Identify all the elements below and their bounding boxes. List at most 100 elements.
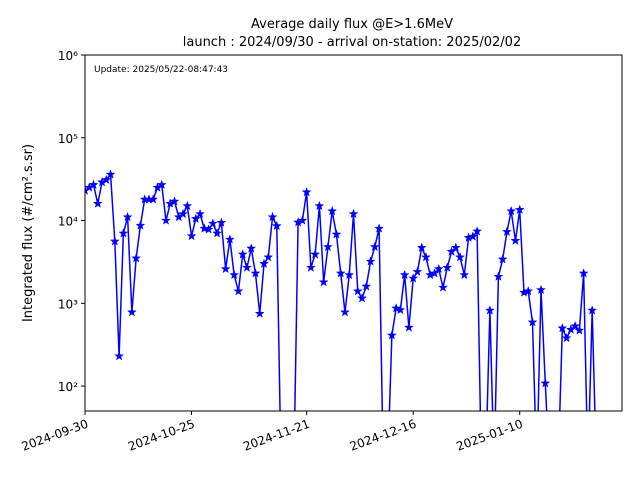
data-point — [416, 242, 427, 252]
y-tick-label: 10² — [58, 380, 78, 394]
data-point — [178, 208, 189, 219]
data-point — [391, 303, 402, 313]
x-tick-label: 2024-12-16 — [348, 417, 418, 454]
data-point — [212, 228, 223, 238]
data-point — [420, 252, 431, 262]
chart-title: Average daily flux @E>1.6MeV — [251, 17, 453, 32]
data-point — [190, 213, 201, 224]
plot-area — [85, 169, 598, 472]
y-axis-label: Integrated flux (#/cm².s.sr) — [21, 144, 36, 322]
y-tick-label: 10⁴ — [58, 215, 78, 229]
data-point — [195, 208, 206, 219]
data-point — [122, 211, 133, 222]
data-point — [220, 263, 231, 274]
data-point — [399, 269, 410, 280]
data-point — [297, 215, 308, 225]
data-point — [490, 464, 499, 472]
data-point — [467, 231, 478, 241]
data-point — [105, 169, 116, 179]
data-point — [229, 269, 240, 280]
data-point — [493, 271, 504, 281]
data-point — [263, 252, 274, 262]
data-point — [160, 215, 171, 225]
x-tick-label: 2024-09-30 — [20, 417, 90, 454]
data-point — [310, 249, 321, 259]
data-point — [318, 276, 329, 287]
data-point — [258, 258, 270, 269]
data-point — [339, 306, 350, 317]
chart-subtitle: launch : 2024/09/30 - arrival on-station… — [183, 35, 521, 50]
data-point — [203, 224, 214, 234]
data-point — [527, 317, 538, 327]
x-tick-label: 2024-11-21 — [241, 417, 311, 454]
data-point — [570, 320, 581, 331]
data-point — [545, 464, 554, 472]
data-point — [472, 226, 483, 236]
data-point — [365, 256, 376, 266]
data-point — [550, 464, 559, 472]
data-point — [314, 200, 325, 211]
data-point — [561, 332, 572, 343]
data-point — [131, 253, 142, 263]
data-point — [357, 293, 368, 303]
data-point — [241, 262, 252, 272]
data-point — [135, 220, 146, 230]
data-point — [114, 350, 125, 361]
data-point — [484, 305, 495, 315]
data-point — [477, 464, 486, 472]
data-point — [450, 242, 461, 252]
y-tick-label: 10³ — [58, 297, 78, 311]
data-point — [92, 198, 103, 208]
data-point — [554, 464, 563, 472]
data-point — [101, 174, 112, 185]
data-point — [246, 243, 257, 253]
data-point — [412, 266, 423, 277]
data-point — [207, 218, 218, 228]
data-point — [267, 211, 278, 222]
data-point — [237, 249, 248, 259]
data-point — [277, 464, 286, 472]
data-point — [584, 464, 593, 472]
data-point — [305, 262, 316, 272]
data-point — [327, 205, 338, 216]
data-point — [481, 464, 490, 472]
data-point — [335, 268, 346, 278]
data-point — [224, 234, 235, 244]
data-point — [578, 268, 589, 278]
data-point — [182, 200, 193, 211]
data-point — [281, 464, 290, 472]
data-point — [459, 269, 470, 280]
data-point — [254, 308, 265, 318]
data-point — [271, 220, 282, 231]
data-point — [374, 223, 385, 233]
y-tick-label: 10⁶ — [58, 49, 78, 63]
data-point — [506, 205, 517, 216]
data-point — [557, 322, 568, 333]
data-point — [109, 236, 120, 246]
data-point — [437, 282, 449, 292]
data-point — [501, 226, 512, 237]
data-point — [186, 230, 197, 241]
data-point — [574, 325, 585, 335]
data-point — [361, 281, 372, 291]
axes-frame — [84, 54, 623, 412]
data-point — [352, 285, 363, 296]
data-point — [322, 241, 333, 252]
data-point — [497, 254, 508, 264]
data-point — [386, 330, 397, 340]
data-point — [442, 262, 453, 272]
data-point — [169, 196, 180, 206]
x-tick-label: 2025-01-10 — [454, 417, 524, 454]
data-point — [233, 285, 244, 296]
data-point — [540, 378, 551, 388]
data-point — [395, 304, 406, 315]
data-point — [514, 204, 525, 215]
data-point — [216, 217, 227, 228]
data-point — [408, 273, 419, 283]
data-point — [587, 305, 598, 315]
data-point — [148, 194, 159, 204]
data-point — [369, 241, 380, 252]
annotation: Update: 2025/05/22-08:47:43 — [94, 65, 228, 75]
